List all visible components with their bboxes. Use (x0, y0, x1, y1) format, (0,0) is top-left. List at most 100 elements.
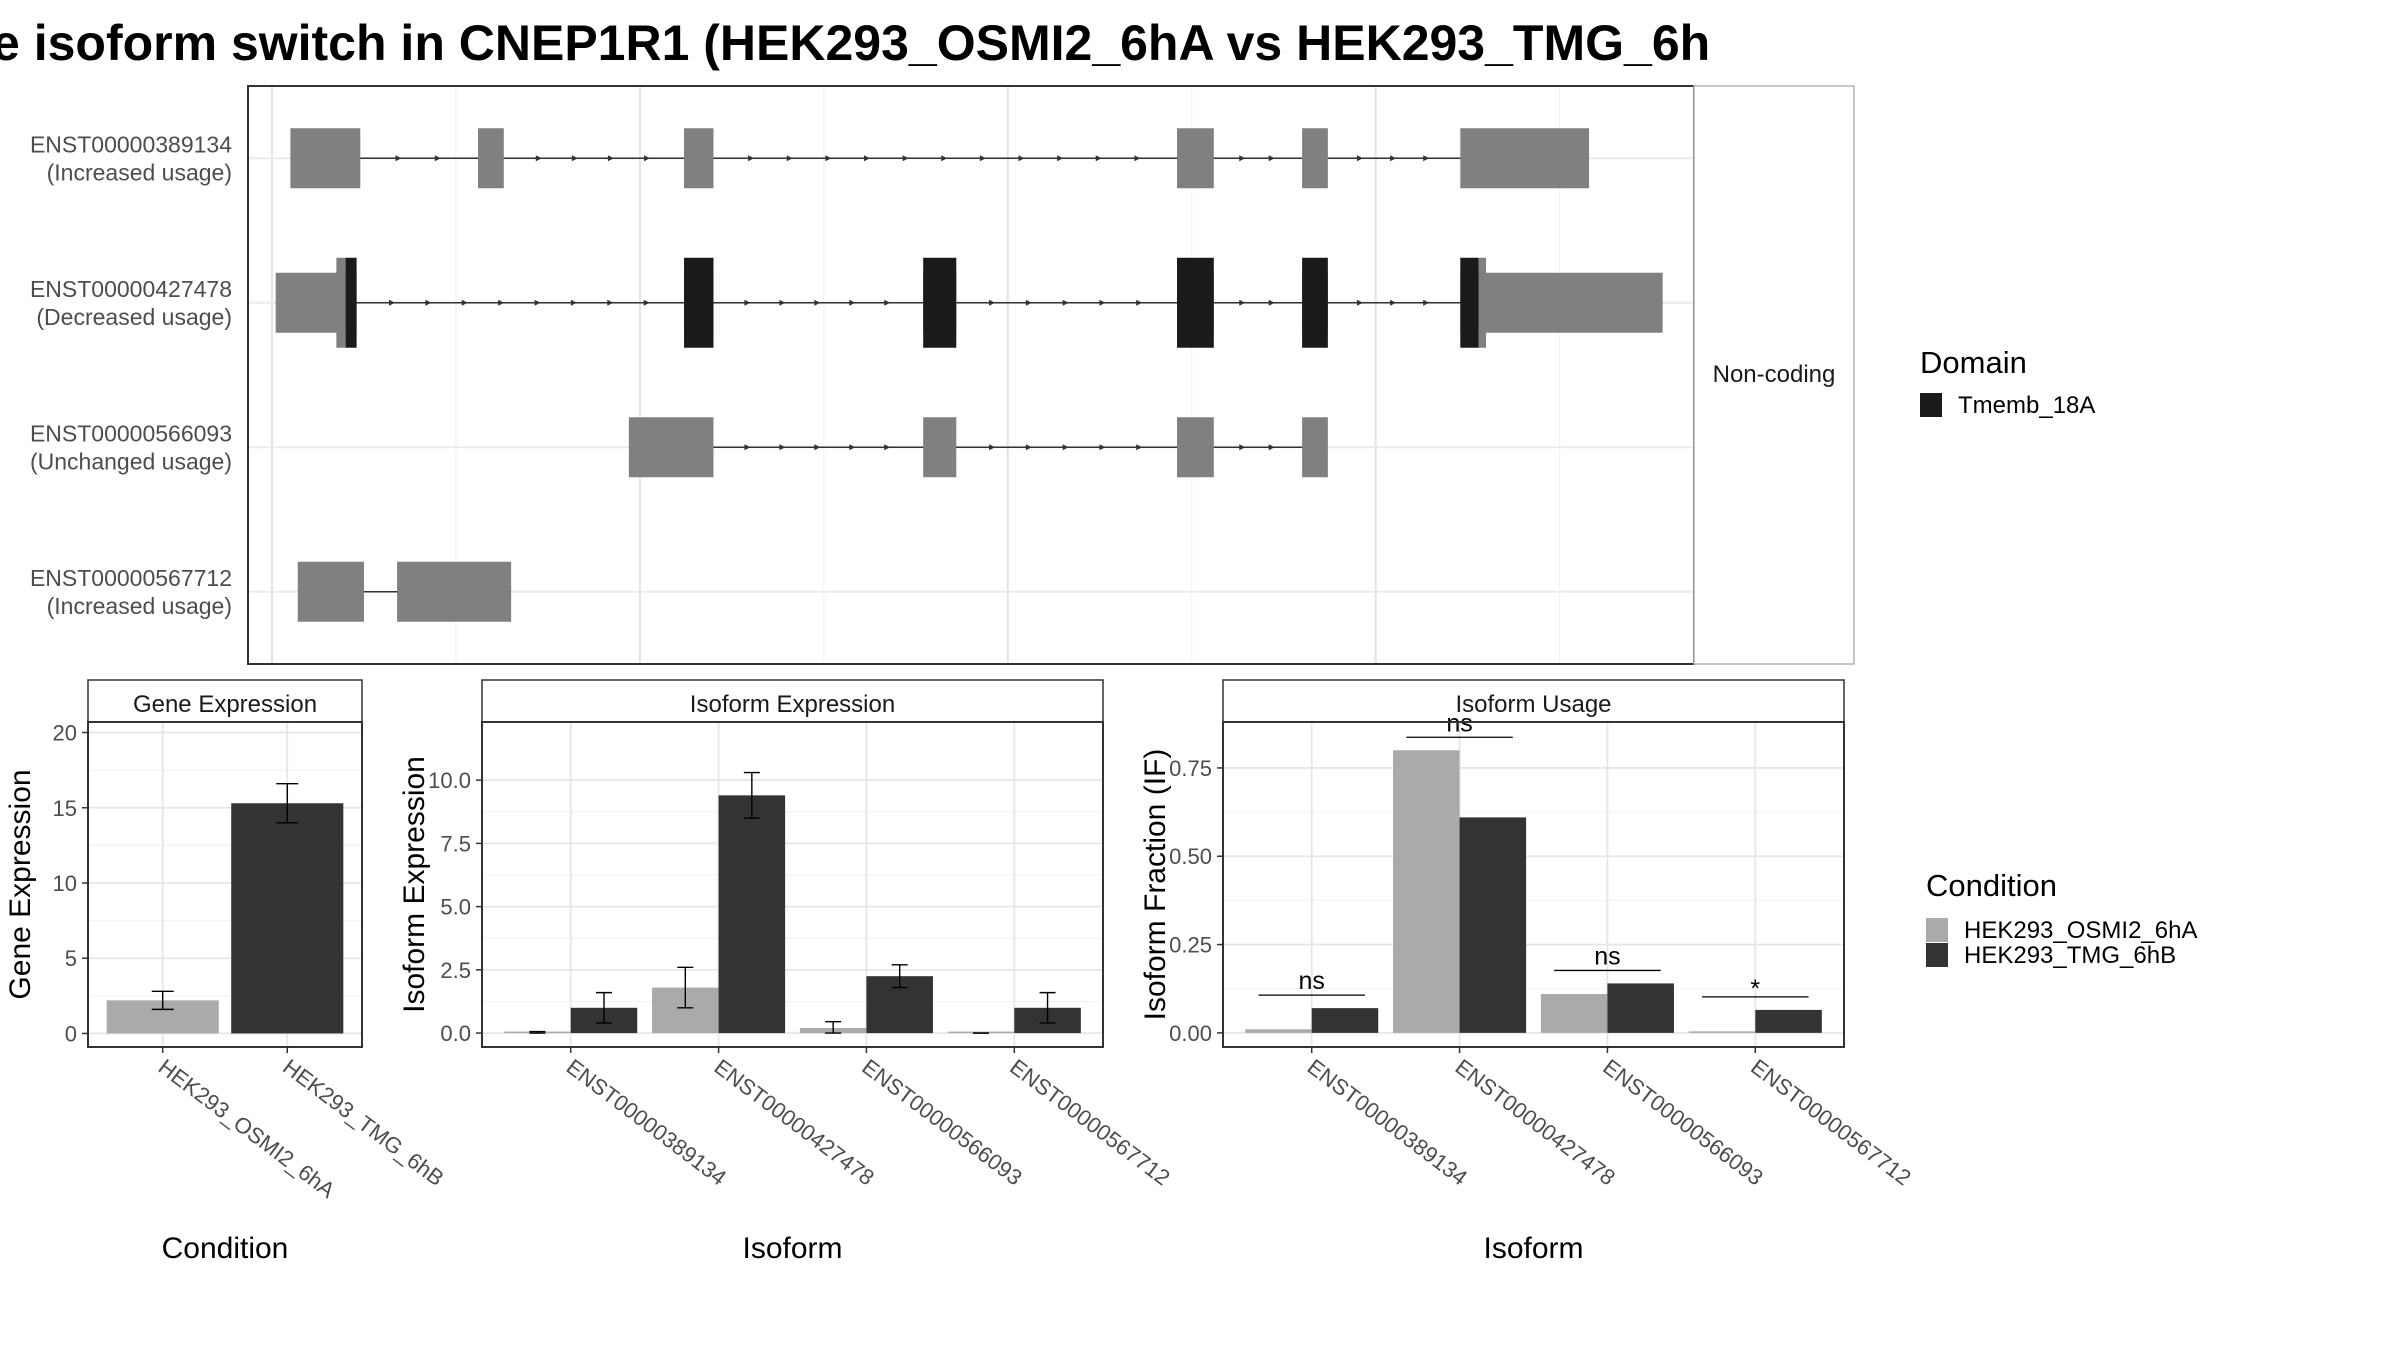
intron-arrow (779, 299, 786, 306)
transcript-gridlines (271, 87, 1561, 663)
intron-arrow (461, 299, 468, 306)
intron-arrow (1239, 444, 1246, 451)
intron-arrow (1062, 444, 1069, 451)
y-tick-label: 10 (53, 871, 77, 896)
bar-ENST00000566093-tmg (1607, 983, 1674, 1033)
intron-arrow (1099, 299, 1106, 306)
domain-legend: Domain Tmemb_18A (1920, 345, 2095, 419)
y-tick-label: 5 (65, 946, 77, 971)
chart-panel-3: Isoform Usagensnsns*0.000.250.500.75ENST… (1139, 679, 1916, 1265)
exon-block (290, 128, 361, 189)
exon-block (297, 561, 364, 622)
y-axis-title: Isoform Fraction (IF) (1139, 749, 1172, 1021)
cds-block (1478, 257, 1487, 348)
intron-arrow (1057, 155, 1064, 162)
exon-block (1460, 128, 1590, 189)
significance-label: ns (1299, 967, 1325, 995)
y-tick-label: 7.5 (440, 831, 471, 856)
bar-ENST00000567712-osmi2 (947, 1031, 1015, 1034)
intron-arrow (1095, 155, 1102, 162)
intron-arrow (786, 155, 793, 162)
intron-arrow (1025, 444, 1032, 451)
y-tick-label: 5.0 (440, 895, 471, 920)
intron-arrow (814, 299, 821, 306)
chart-strip (87, 679, 363, 723)
intron-arrow (1136, 444, 1143, 451)
intron-arrow (434, 155, 441, 162)
noncoding-strip-label: Non-coding (1713, 361, 1836, 388)
exon-block (478, 128, 504, 189)
intron-arrow (425, 299, 432, 306)
domain-block-tmemb-18a (923, 257, 957, 348)
intron-arrow (1390, 299, 1397, 306)
intron-arrow (395, 155, 402, 162)
intron-arrow (989, 299, 996, 306)
intron-arrow (1268, 299, 1275, 306)
y-tick-label: 0.0 (440, 1021, 471, 1046)
domain-block-tmemb-18a (345, 257, 357, 348)
chart-panel-2: Isoform Expression 0.0 2.5 5.0 7.5 10.0 ENST00… (398, 679, 1175, 1265)
condition-legend-label-osmi2: HEK293_OSMI2_6hA (1964, 917, 2197, 944)
intron-arrow (902, 155, 909, 162)
intron-arrow (779, 444, 786, 451)
intron-arrow (744, 299, 751, 306)
transcript-usage-label: (Decreased usage) (36, 304, 232, 330)
chart-strip-title: Isoform Usage (1455, 691, 1611, 718)
bar-HEK293_TMG_6hB (231, 803, 344, 1034)
x-tick-label: ENST00000389134 (562, 1054, 731, 1190)
intron-arrow (1390, 155, 1397, 162)
intron-arrow (1025, 299, 1032, 306)
intron-arrow (849, 444, 856, 451)
exon-block (1302, 417, 1328, 478)
intron-arrow (643, 299, 650, 306)
intron-arrow (643, 155, 650, 162)
transcript-label: ENST00000567712 (30, 565, 232, 591)
intron-arrow (1239, 155, 1246, 162)
domain-block-tmemb-18a (684, 257, 714, 348)
domain-block-tmemb-18a (1460, 257, 1479, 348)
condition-legend-label-tmg: HEK293_TMG_6hB (1964, 942, 2176, 969)
domain-block-tmemb-18a (1177, 257, 1214, 348)
intron-arrow (1268, 444, 1275, 451)
transcript-row: ENST00000389134(Increased usage) (30, 128, 1693, 189)
intron-arrow (825, 155, 832, 162)
intron-arrow (534, 299, 541, 306)
intron-arrow (1356, 155, 1363, 162)
domain-block-tmemb-18a (1302, 257, 1328, 348)
exon-block (1177, 128, 1214, 189)
x-tick-label: ENST00000389134 (1303, 1054, 1472, 1190)
transcript-row: ENST00000567712(Increased usage) (30, 561, 1693, 622)
x-tick-label: ENST00000566093 (1598, 1054, 1767, 1190)
intron-arrow (498, 299, 505, 306)
x-tick-label: ENST00000567712 (1746, 1054, 1915, 1190)
intron-arrow (1134, 155, 1141, 162)
y-tick-label: 20 (53, 721, 77, 746)
exon-block (1302, 128, 1328, 189)
condition-legend: Condition HEK293_OSMI2_6hA HEK293_TMG_6h… (1926, 868, 2197, 969)
transcript-row: ENST00000566093(Unchanged usage) (30, 417, 1693, 478)
transcript-usage-label: (Increased usage) (47, 593, 232, 619)
intron-arrow (1268, 155, 1275, 162)
bar-ENST00000389134-tmg (1311, 1008, 1379, 1033)
condition-legend-key-tmg (1926, 943, 1948, 967)
y-tick-label: 0.25 (1169, 933, 1212, 958)
y-tick-label: 2.5 (440, 958, 471, 983)
chart-strip (481, 679, 1104, 723)
intron-arrow (863, 155, 870, 162)
exon-block (1177, 417, 1214, 478)
x-tick-label: ENST00000427478 (710, 1054, 879, 1190)
intron-arrow (607, 299, 614, 306)
transcript-panel: ENST00000389134(Increased usage) ENST0000… (30, 85, 1855, 665)
x-tick-label: ENST00000427478 (1451, 1054, 1620, 1190)
intron-arrow (1239, 299, 1246, 306)
transcript-usage-label: (Increased usage) (47, 159, 232, 185)
chart-frame (1222, 721, 1845, 1048)
transcript-usage-label: (Unchanged usage) (30, 448, 232, 474)
exon-block (628, 417, 714, 478)
intron-arrow (607, 155, 614, 162)
bar-ENST00000427478-osmi2 (1393, 750, 1460, 1033)
y-tick-label: 0 (65, 1021, 77, 1046)
exon-block (923, 417, 957, 478)
chart-strip-title: Gene Expression (133, 691, 317, 718)
